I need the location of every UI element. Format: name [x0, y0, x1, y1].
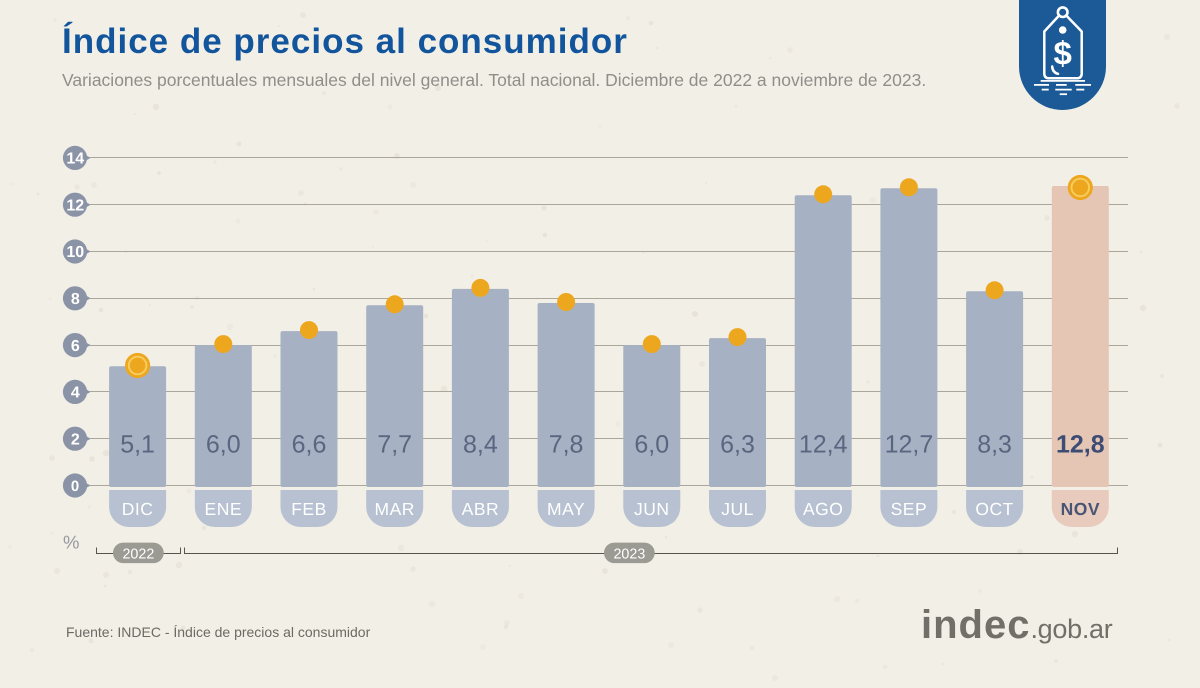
svg-text:6,0: 6,0: [206, 431, 241, 459]
svg-text:6: 6: [71, 338, 80, 355]
svg-text:12,4: 12,4: [799, 431, 848, 459]
svg-text:8,3: 8,3: [977, 431, 1012, 459]
svg-text:JUN: JUN: [634, 499, 670, 519]
svg-text:ABR: ABR: [462, 499, 499, 519]
svg-text:SEP: SEP: [891, 499, 928, 519]
svg-text:12,8: 12,8: [1056, 431, 1105, 459]
svg-text:6,0: 6,0: [634, 431, 669, 459]
svg-text:5,1: 5,1: [120, 431, 155, 459]
svg-text:14: 14: [66, 151, 84, 168]
svg-text:NOV: NOV: [1061, 499, 1100, 519]
svg-text:8: 8: [71, 291, 80, 308]
svg-text:12: 12: [66, 197, 84, 214]
svg-text:2023: 2023: [613, 547, 645, 563]
svg-text:7,8: 7,8: [549, 431, 584, 459]
svg-text:10: 10: [66, 244, 84, 261]
svg-text:0: 0: [71, 478, 79, 495]
svg-text:12,7: 12,7: [885, 431, 934, 459]
svg-text:6,6: 6,6: [292, 431, 327, 459]
svg-text:JUL: JUL: [721, 499, 754, 519]
svg-text:%: %: [63, 532, 79, 553]
svg-text:2022: 2022: [122, 547, 154, 563]
svg-text:2: 2: [71, 431, 80, 448]
svg-text:DIC: DIC: [122, 499, 154, 519]
svg-text:MAR: MAR: [375, 499, 415, 519]
svg-text:OCT: OCT: [975, 499, 1013, 519]
svg-text:7,7: 7,7: [377, 431, 412, 459]
svg-text:ENE: ENE: [205, 499, 242, 519]
svg-text:8,4: 8,4: [463, 431, 498, 459]
svg-text:4: 4: [71, 385, 80, 402]
svg-text:6,3: 6,3: [720, 431, 755, 459]
svg-text:$: $: [1054, 35, 1072, 72]
svg-text:MAY: MAY: [547, 499, 585, 519]
svg-text:AGO: AGO: [803, 499, 843, 519]
svg-text:FEB: FEB: [291, 499, 327, 519]
